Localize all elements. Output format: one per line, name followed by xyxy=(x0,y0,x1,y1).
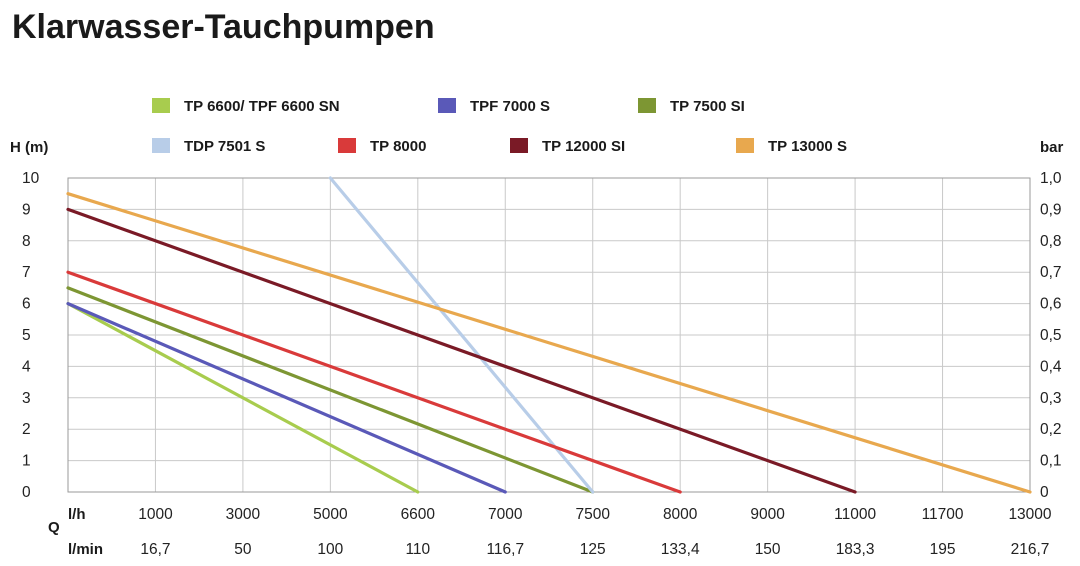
y2-tick-label: 0,7 xyxy=(1040,264,1062,281)
legend: TP 6600/ TPF 6600 SN TPF 7000 S TP 7500 SI… xyxy=(152,98,847,155)
y2-tick-label: 0,5 xyxy=(1040,327,1062,344)
series-line-3 xyxy=(328,176,595,494)
y-tick-label: 10 xyxy=(22,170,40,187)
x-tick-label-lmin: 125 xyxy=(580,541,606,558)
series-line-1 xyxy=(66,302,507,494)
y-tick-label: 3 xyxy=(22,390,31,407)
x-tick-label-lmin: 133,4 xyxy=(661,541,700,558)
y-tick-label: 0 xyxy=(22,484,31,501)
legend-label-3: TDP 7501 S xyxy=(184,138,265,155)
y-axis-ticks: 0 1 2 3 4 5 6 7 8 9 10 xyxy=(22,170,40,501)
plot-frame xyxy=(67,177,1031,493)
y2-tick-label: 0,8 xyxy=(1040,233,1062,250)
legend-swatch-0 xyxy=(152,98,170,113)
legend-swatch-2 xyxy=(638,98,656,113)
grid xyxy=(67,177,1031,493)
x-tick-label-lmin: 195 xyxy=(930,541,956,558)
y2-tick-label: 0,6 xyxy=(1040,296,1062,313)
x-tick-label-lh: 7000 xyxy=(488,506,523,523)
legend-label-0: TP 6600/ TPF 6600 SN xyxy=(184,98,340,115)
x-axis-ticks: 1000 3000 5000 6600 7000 7500 8000 9000 11000 117… xyxy=(138,506,1052,558)
series-line-5 xyxy=(66,207,857,494)
legend-label-1: TPF 7000 S xyxy=(470,98,550,115)
x-tick-label-lh: 13000 xyxy=(1008,506,1051,523)
y-tick-label: 4 xyxy=(22,358,31,375)
x-tick-label-lh: 7500 xyxy=(575,506,610,523)
y2-tick-label: 1,0 xyxy=(1040,170,1062,187)
y2-tick-label: 0,9 xyxy=(1040,201,1062,218)
x-tick-label-lh: 11000 xyxy=(834,506,876,523)
chart-title: Klarwasser-Tauchpumpen xyxy=(12,8,435,46)
legend-label-4: TP 8000 xyxy=(370,138,426,155)
y2-tick-label: 0 xyxy=(1040,484,1049,501)
x-tick-label-lmin: 116,7 xyxy=(486,541,524,558)
y-tick-label: 7 xyxy=(22,264,31,281)
x-row2-unit: l/min xyxy=(68,541,103,558)
series-line-4 xyxy=(66,270,682,494)
x-tick-label-lh: 6600 xyxy=(401,506,436,523)
x-tick-label-lh: 1000 xyxy=(138,506,173,523)
series-line-2 xyxy=(66,286,595,494)
x-tick-label-lmin: 16,7 xyxy=(140,541,170,558)
x-tick-label-lmin: 183,3 xyxy=(836,541,875,558)
x-row1-unit: l/h xyxy=(68,506,86,523)
x-tick-label-lh: 3000 xyxy=(226,506,261,523)
y2-axis-ticks: 0 0,1 0,2 0,3 0,4 0,5 0,6 0,7 0,8 0,9 1,0 xyxy=(1040,170,1062,501)
plot-area xyxy=(66,176,1032,494)
x-tick-label-lh: 8000 xyxy=(663,506,698,523)
legend-swatch-6 xyxy=(736,138,754,153)
legend-swatch-3 xyxy=(152,138,170,153)
x-tick-label-lmin: 50 xyxy=(234,541,252,558)
y2-tick-label: 0,1 xyxy=(1040,453,1062,470)
y-tick-label: 8 xyxy=(22,233,31,250)
y2-tick-label: 0,2 xyxy=(1040,421,1062,438)
x-tick-label-lh: 11700 xyxy=(922,506,964,523)
y-tick-label: 1 xyxy=(22,453,31,470)
legend-label-2: TP 7500 SI xyxy=(670,98,745,115)
x-tick-label-lmin: 100 xyxy=(317,541,343,558)
y2-tick-label: 0,4 xyxy=(1040,358,1062,375)
y-axis-label: H (m) xyxy=(10,139,48,156)
y-tick-label: 5 xyxy=(22,327,31,344)
series-line-6 xyxy=(66,192,1032,494)
series-line-0 xyxy=(66,302,420,494)
y-tick-label: 6 xyxy=(22,296,31,313)
legend-swatch-1 xyxy=(438,98,456,113)
legend-label-6: TP 13000 S xyxy=(768,138,847,155)
y2-tick-label: 0,3 xyxy=(1040,390,1062,407)
y-tick-label: 2 xyxy=(22,421,31,438)
x-tick-label-lmin: 150 xyxy=(755,541,781,558)
x-tick-label-lh: 9000 xyxy=(750,506,785,523)
y-tick-label: 9 xyxy=(22,201,31,218)
legend-swatch-5 xyxy=(510,138,528,153)
x-tick-label-lh: 5000 xyxy=(313,506,348,523)
legend-label-5: TP 12000 SI xyxy=(542,138,625,155)
x-row-label: Q xyxy=(48,519,60,536)
legend-swatch-4 xyxy=(338,138,356,153)
x-tick-label-lmin: 110 xyxy=(405,541,430,558)
y2-axis-label: bar xyxy=(1040,139,1064,156)
x-tick-label-lmin: 216,7 xyxy=(1011,541,1050,558)
